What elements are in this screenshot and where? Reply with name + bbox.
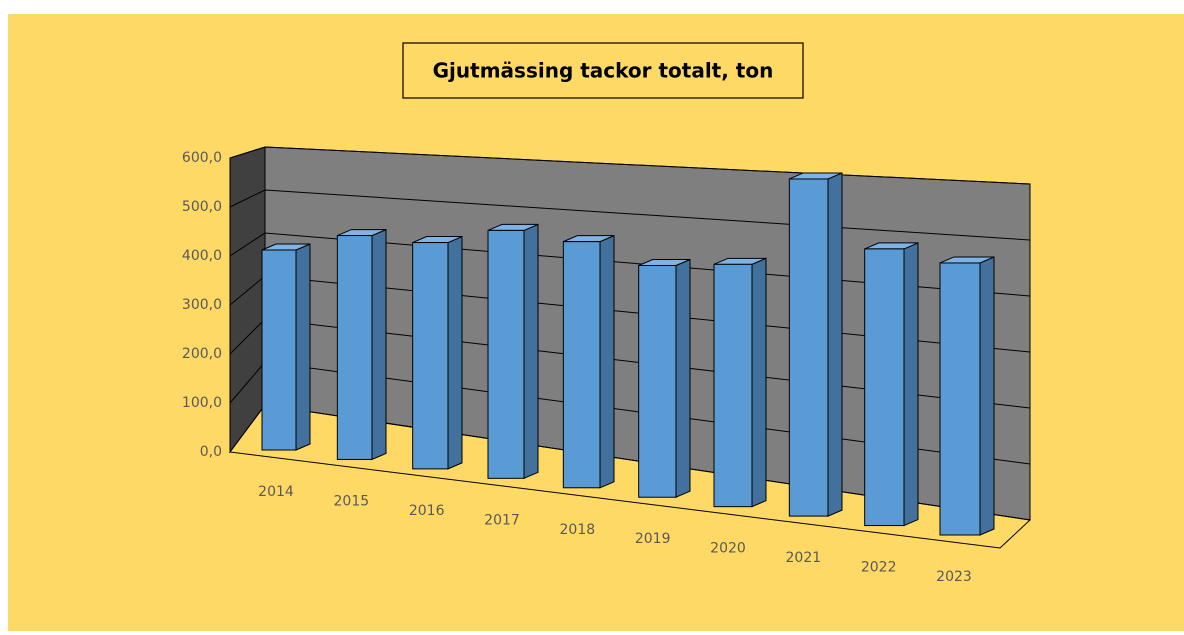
- bar-side: [599, 234, 615, 489]
- bar: [261, 243, 311, 451]
- grid-line: [229, 232, 1031, 297]
- bar: [412, 235, 463, 470]
- bar-front: [412, 242, 449, 470]
- bar-front: [713, 263, 753, 508]
- x-tick-label: 2018: [560, 522, 596, 538]
- x-tick-label: 2020: [710, 541, 746, 557]
- bar-front: [864, 248, 905, 527]
- grid-line: [229, 146, 1031, 185]
- x-tick-label: 2021: [786, 550, 822, 566]
- x-tick-label: 2023: [936, 569, 972, 585]
- bar: [713, 257, 767, 508]
- x-tick-label: 2019: [635, 531, 671, 547]
- grid-line: [229, 189, 1031, 241]
- bar: [788, 172, 843, 517]
- y-tick-label: 600,0: [182, 150, 222, 166]
- x-tick-label: 2022: [861, 560, 897, 576]
- bar: [864, 242, 919, 527]
- plot-area: 0,0 100,0 200,0 300,0 400,0 500,0 600,0 2014 201…: [182, 146, 1032, 585]
- bar: [487, 223, 539, 480]
- y-tick-label: 300,0: [182, 297, 222, 313]
- bar-front: [788, 178, 829, 517]
- x-tick-label: 2014: [258, 484, 294, 500]
- bar-front: [487, 229, 525, 479]
- bar-side: [447, 235, 463, 470]
- bar-side: [751, 257, 767, 508]
- bar: [562, 234, 615, 489]
- y-tick-label: 500,0: [182, 199, 222, 215]
- bar-front: [638, 265, 677, 498]
- bar-side: [903, 242, 919, 527]
- bar-front: [939, 262, 981, 536]
- chart-title: Gjutmässing tackor totalt, ton: [433, 59, 774, 83]
- bar-front: [261, 249, 297, 451]
- bar: [638, 258, 691, 498]
- bar-side: [675, 258, 691, 498]
- bar-side: [827, 172, 843, 517]
- y-tick-label: 400,0: [182, 248, 222, 264]
- bar: [336, 228, 387, 461]
- bar-front: [562, 241, 601, 489]
- bar: [939, 256, 995, 536]
- x-tick-label: 2016: [409, 503, 445, 519]
- bar-side: [523, 223, 539, 480]
- x-tick-label: 2017: [484, 512, 520, 528]
- y-tick-label: 200,0: [182, 346, 222, 362]
- title-box: [402, 42, 804, 99]
- x-tick-label: 2015: [334, 493, 370, 509]
- bar-front: [336, 235, 373, 460]
- bar-side: [979, 256, 995, 536]
- bar-side: [295, 243, 311, 451]
- y-tick-label: 100,0: [182, 395, 222, 411]
- bar-side: [371, 228, 387, 461]
- y-tick-label: 0,0: [200, 444, 222, 460]
